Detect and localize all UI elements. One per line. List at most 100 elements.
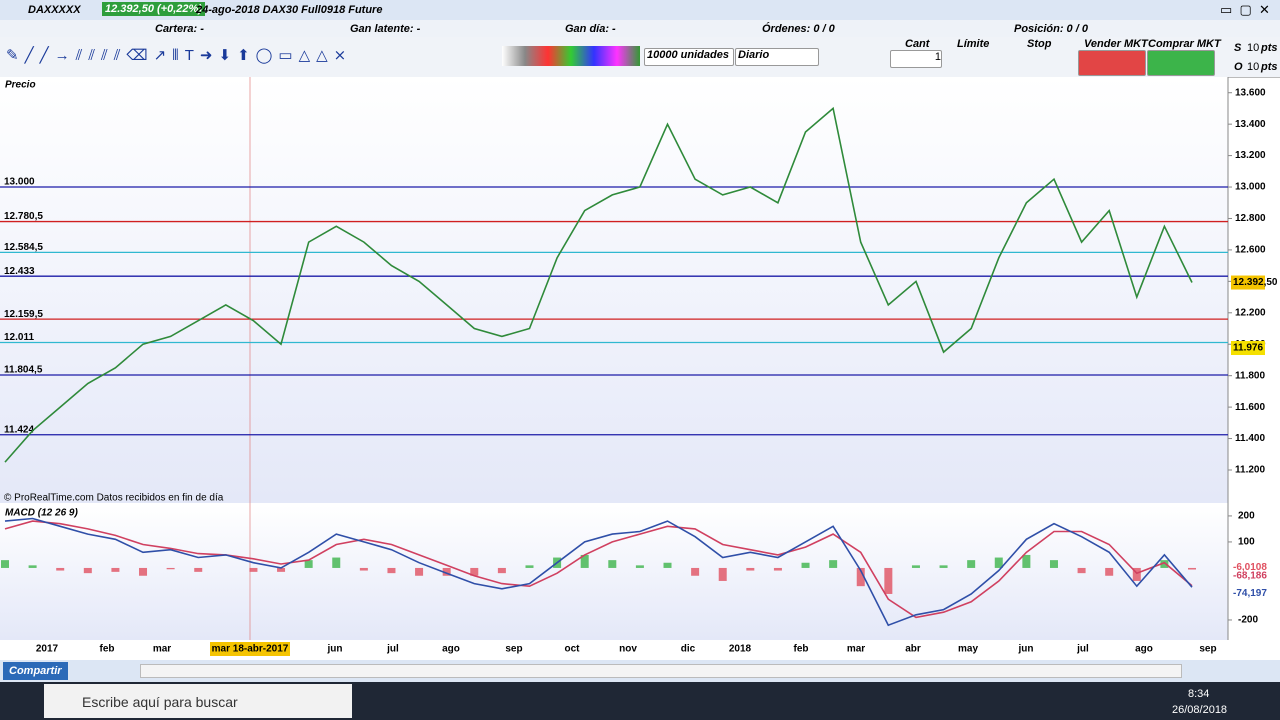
- histogram-bar: [1188, 567, 1196, 570]
- clock-time: 8:34: [1188, 688, 1210, 700]
- histogram-bar: [1022, 554, 1031, 568]
- value-label: -6,0108: [1233, 562, 1267, 573]
- y-tick-label: 11.800: [1235, 370, 1265, 381]
- x-tick-label: ago: [442, 644, 460, 655]
- histogram-bar: [967, 560, 976, 568]
- x-tick-label: may: [958, 644, 978, 655]
- x-tick-label: feb: [100, 644, 115, 655]
- y-tick-label: 200: [1238, 511, 1255, 522]
- search-text[interactable]: Escribe aquí para buscar: [82, 694, 238, 710]
- histogram-bar: [1132, 567, 1141, 581]
- period-select[interactable]: Diario: [735, 48, 819, 66]
- y-tick-label: 12.800: [1235, 213, 1266, 224]
- histogram-bar: [304, 560, 313, 568]
- y-tick-label: 100: [1238, 537, 1255, 548]
- histogram-bar: [1, 560, 9, 568]
- histogram-bar: [166, 567, 175, 570]
- title-bar: [0, 0, 1280, 20]
- stop-label: Stop: [1027, 38, 1052, 50]
- x-tick-label: jun: [327, 644, 343, 655]
- y-tick-label: 13.600: [1235, 87, 1266, 98]
- price-tag: [1231, 275, 1265, 290]
- symbol: DAXXXXX: [28, 4, 81, 16]
- x-tick-label: sep: [505, 644, 522, 655]
- price-tag-label: 11.976: [1233, 343, 1263, 354]
- clock-date: 26/08/2018: [1172, 704, 1228, 716]
- cant-input[interactable]: 1: [890, 50, 942, 68]
- histogram-bar: [1105, 567, 1114, 576]
- gan-latente: Gan latente: -: [350, 23, 421, 35]
- pts-label: pts: [1261, 42, 1278, 54]
- y-tick-label: 13.200: [1235, 150, 1266, 161]
- level-label: 12.011: [4, 332, 34, 343]
- s-pts[interactable]: 10: [1247, 42, 1260, 54]
- histogram-bar: [1160, 560, 1169, 568]
- level-label: 12.433: [4, 266, 35, 277]
- y-tick-label: -200: [1238, 615, 1258, 626]
- y-tick-label: 13.400: [1235, 119, 1266, 130]
- limite-label: Límite: [957, 38, 990, 50]
- panel-title: MACD (12 26 9): [5, 508, 78, 519]
- color-palette[interactable]: [502, 46, 640, 66]
- o-pts[interactable]: 10: [1247, 61, 1260, 73]
- level-label: 12.780,5: [4, 211, 43, 222]
- y-tick-label: 11.400: [1235, 433, 1265, 444]
- x-tick-label: ago: [1135, 644, 1153, 655]
- histogram-bar: [28, 565, 37, 568]
- cant-label: Cant: [905, 38, 930, 50]
- y-tick-label: 12.200: [1235, 307, 1266, 318]
- x-tick-label: feb: [794, 644, 809, 655]
- source-note: © ProRealTime.com Datos recibidos en fin…: [4, 493, 224, 504]
- units-select[interactable]: 10000 unidades: [644, 48, 734, 66]
- histogram-bar: [470, 567, 479, 576]
- histogram-bar: [884, 567, 893, 594]
- histogram-bar: [277, 567, 286, 572]
- level-label: 11.424: [4, 424, 34, 435]
- histogram-bar: [332, 557, 341, 568]
- histogram-bar: [994, 557, 1003, 568]
- o-label: O: [1234, 61, 1243, 73]
- x-tick-label: 2017: [36, 644, 59, 655]
- histogram-bar: [746, 567, 755, 571]
- histogram-bar: [608, 560, 617, 568]
- buy-label: Comprar MKT: [1148, 38, 1221, 50]
- crosshair-date-bg: [210, 642, 290, 656]
- value-label: -68,186: [1233, 570, 1267, 581]
- y-tick-label: 11.200: [1235, 465, 1265, 476]
- window-controls[interactable]: ▭ ▢ ✕: [1220, 2, 1270, 17]
- price-line: [4, 106, 1193, 463]
- sell-button[interactable]: [1078, 50, 1146, 76]
- share-button[interactable]: Compartir: [3, 662, 68, 680]
- x-tick-label: dic: [681, 644, 696, 655]
- macd-panel: [0, 505, 1228, 640]
- x-tick-label: jul: [1076, 644, 1089, 655]
- account-bar: [0, 20, 1280, 37]
- histogram-bar: [111, 567, 120, 572]
- price-tag-label: 12.392,50: [1233, 277, 1278, 288]
- level-label: 12.159,5: [4, 309, 43, 320]
- histogram-bar: [139, 567, 148, 576]
- histogram-bar: [525, 565, 534, 568]
- macd-line: [4, 520, 1193, 619]
- pts-label: pts: [1261, 61, 1278, 73]
- histogram-bar: [691, 567, 700, 576]
- sell-label: Vender MKT: [1084, 38, 1148, 50]
- histogram-bar: [56, 567, 65, 571]
- histogram-bar: [829, 560, 838, 568]
- x-tick-label: abr: [905, 644, 921, 655]
- macd-line: [4, 517, 1193, 627]
- histogram-bar: [194, 567, 203, 572]
- histogram-bar: [442, 567, 451, 576]
- histogram-bar: [801, 562, 810, 568]
- price-panel: [0, 77, 1228, 503]
- histogram-bar: [497, 567, 506, 574]
- search-box[interactable]: [44, 684, 352, 718]
- histogram-bar: [718, 567, 727, 581]
- x-tick-label: mar 18-abr-2017: [212, 644, 289, 655]
- drawing-tools[interactable]: ✎╱╱→⫽⫽⫽⫽⌫↗⦀T➜⬇⬆◯▭△△⨯: [6, 47, 353, 64]
- cartera: Cartera: -: [155, 23, 204, 35]
- histogram-bar: [387, 567, 396, 574]
- scrollbar[interactable]: [140, 664, 1182, 678]
- buy-button[interactable]: [1147, 50, 1215, 76]
